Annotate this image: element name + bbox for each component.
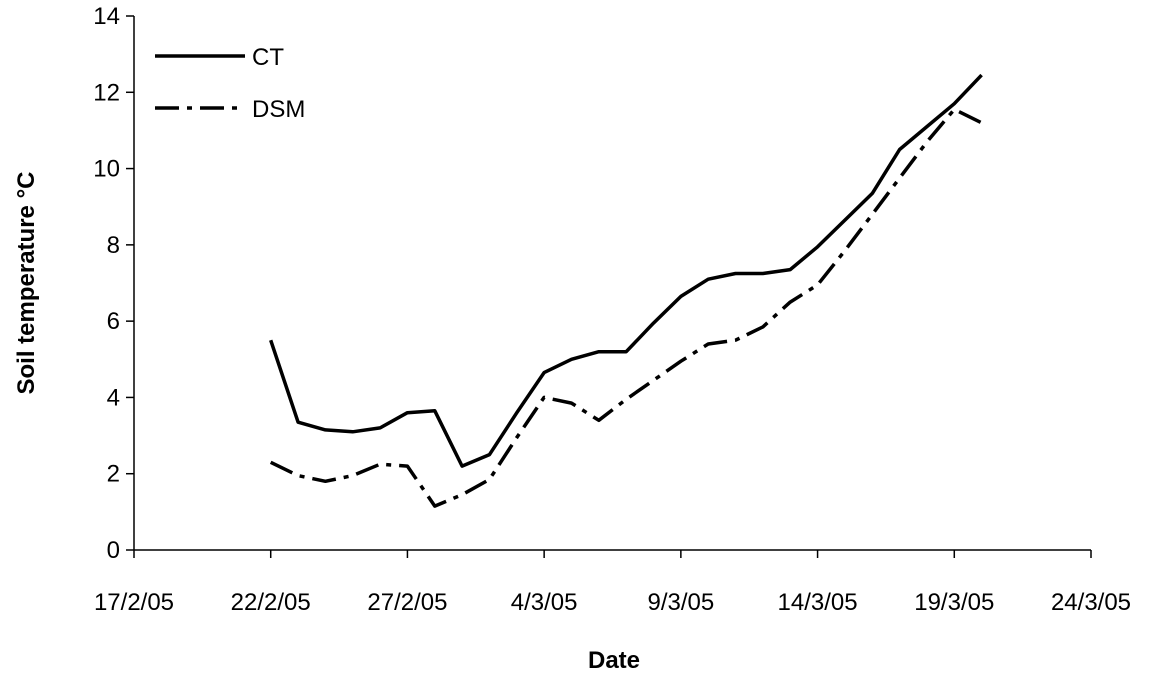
series-group bbox=[269, 73, 983, 508]
x-axis-title: Date bbox=[588, 647, 640, 674]
x-tick-label: 14/3/05 bbox=[778, 589, 858, 616]
x-tick-label: 24/3/05 bbox=[1051, 589, 1131, 616]
y-tick-label: 0 bbox=[107, 537, 120, 564]
x-tick-label: 9/3/05 bbox=[647, 589, 714, 616]
y-ticks: 0 2 4 6 8 10 12 14 bbox=[93, 3, 134, 564]
series-line-ct bbox=[269, 73, 983, 468]
y-tick-label: 8 bbox=[107, 232, 120, 259]
y-tick-label: 10 bbox=[93, 156, 120, 183]
y-tick-label: 6 bbox=[107, 308, 120, 335]
legend-label-dsm: DSM bbox=[252, 96, 305, 123]
legend: CT DSM bbox=[155, 44, 305, 123]
y-tick-label: 2 bbox=[107, 461, 120, 488]
x-tick-label: 22/2/05 bbox=[231, 589, 311, 616]
x-ticks: 17/2/05 22/2/05 27/2/05 4/3/05 9/3/05 14/3/05… bbox=[94, 550, 1131, 616]
y-tick-label: 4 bbox=[107, 384, 120, 411]
axes bbox=[133, 16, 1091, 551]
y-tick-label: 12 bbox=[93, 79, 120, 106]
y-tick-label: 14 bbox=[93, 3, 120, 30]
x-tick-label: 19/3/05 bbox=[914, 589, 994, 616]
series-line-dsm bbox=[269, 107, 983, 508]
y-axis-title: Soil temperature °C bbox=[13, 172, 40, 395]
x-tick-label: 27/2/05 bbox=[367, 589, 447, 616]
x-tick-label: 4/3/05 bbox=[511, 589, 578, 616]
x-tick-label: 17/2/05 bbox=[94, 589, 174, 616]
legend-label-ct: CT bbox=[252, 44, 284, 71]
